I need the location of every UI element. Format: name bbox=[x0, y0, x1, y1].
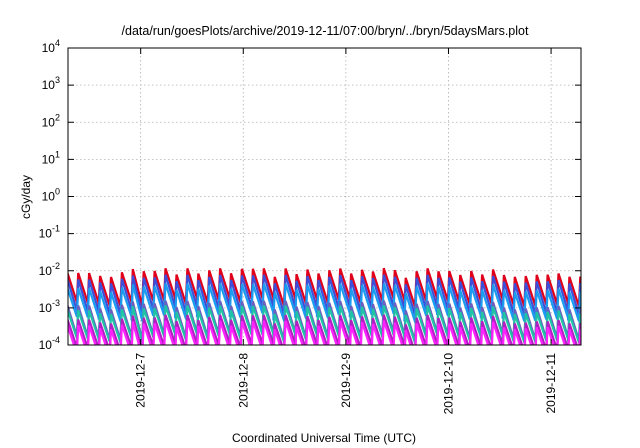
x-tick-label: 2019-12-7 bbox=[134, 353, 148, 408]
y-tick-label: 103 bbox=[42, 75, 60, 92]
y-tick-label: 10-4 bbox=[39, 335, 60, 352]
y-tick-label: 10-3 bbox=[39, 298, 60, 315]
axes: 10-4 10-3 10-2 10-1 100 101 102 103 104 2019-12-7… bbox=[39, 38, 581, 414]
x-tick-label: 2019-12-9 bbox=[339, 353, 353, 408]
y-tick-label: 10-2 bbox=[39, 261, 60, 278]
y-axis-label: cGy/day bbox=[19, 175, 33, 219]
x-tick-label: 2019-12-10 bbox=[441, 353, 455, 415]
x-axis-label: Coordinated Universal Time (UTC) bbox=[232, 431, 416, 445]
x-tick-label: 2019-12-8 bbox=[236, 353, 250, 408]
chart-title: /data/run/goesPlots/archive/2019-12-11/0… bbox=[122, 24, 529, 38]
y-tick-label: 102 bbox=[42, 112, 60, 129]
y-tick-label: 101 bbox=[42, 149, 60, 166]
grid bbox=[68, 48, 581, 345]
series-layer bbox=[68, 267, 581, 345]
y-tick-label: 10-1 bbox=[39, 224, 60, 241]
y-tick-label: 100 bbox=[42, 187, 60, 204]
y-tick-label: 104 bbox=[42, 38, 60, 55]
x-tick-label: 2019-12-11 bbox=[544, 353, 558, 414]
